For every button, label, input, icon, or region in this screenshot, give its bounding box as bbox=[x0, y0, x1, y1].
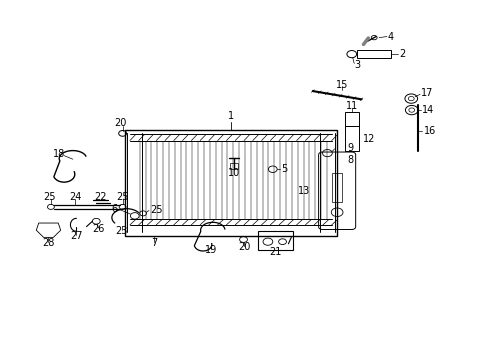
Text: 25: 25 bbox=[43, 192, 56, 202]
Text: 26: 26 bbox=[92, 224, 105, 234]
Text: 21: 21 bbox=[269, 247, 281, 257]
Text: 24: 24 bbox=[69, 192, 81, 202]
Text: 3: 3 bbox=[353, 59, 360, 69]
Bar bbox=[344, 112, 358, 126]
Text: 2: 2 bbox=[399, 49, 405, 59]
Text: 23: 23 bbox=[115, 226, 127, 236]
Text: 9: 9 bbox=[346, 143, 352, 153]
Text: 8: 8 bbox=[346, 155, 352, 165]
Text: 4: 4 bbox=[387, 32, 393, 41]
Text: 17: 17 bbox=[420, 88, 432, 98]
Text: 20: 20 bbox=[114, 118, 126, 128]
Text: 25: 25 bbox=[116, 192, 128, 202]
Text: 11: 11 bbox=[345, 102, 357, 112]
Bar bbox=[356, 50, 390, 58]
Text: 18: 18 bbox=[53, 149, 65, 159]
Text: 25: 25 bbox=[150, 205, 163, 215]
Text: 15: 15 bbox=[335, 80, 347, 90]
Text: 7: 7 bbox=[151, 238, 157, 248]
Text: 16: 16 bbox=[423, 126, 435, 136]
Text: 19: 19 bbox=[205, 245, 217, 255]
Text: 1: 1 bbox=[227, 111, 234, 121]
Bar bbox=[331, 173, 341, 202]
Text: 27: 27 bbox=[70, 231, 82, 240]
Text: 20: 20 bbox=[238, 242, 250, 252]
Text: 6: 6 bbox=[111, 204, 118, 214]
Text: 13: 13 bbox=[298, 186, 310, 196]
Text: 14: 14 bbox=[421, 105, 433, 115]
Text: 10: 10 bbox=[227, 168, 240, 178]
Bar bbox=[125, 130, 336, 235]
Bar bbox=[258, 231, 293, 250]
Bar bbox=[229, 163, 237, 169]
Bar bbox=[344, 126, 358, 151]
Text: 5: 5 bbox=[281, 164, 287, 174]
Text: 28: 28 bbox=[42, 238, 55, 248]
Text: 12: 12 bbox=[362, 134, 374, 144]
Text: 22: 22 bbox=[94, 192, 107, 202]
